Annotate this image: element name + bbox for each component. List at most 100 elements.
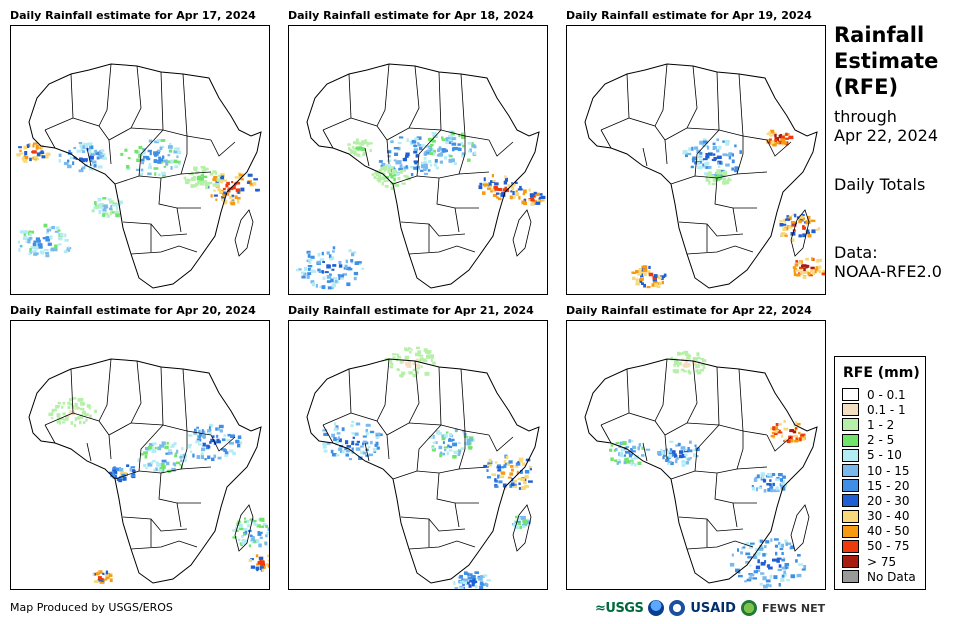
rain-cell: [84, 145, 88, 148]
rain-cell: [165, 452, 170, 455]
rain-cell: [99, 577, 104, 581]
rain-cell: [265, 563, 268, 567]
rain-cell: [798, 261, 802, 265]
rain-cell: [503, 460, 507, 463]
country-border: [130, 422, 212, 436]
rain-cell: [775, 478, 780, 481]
rain-cell: [685, 153, 688, 158]
rain-cell: [35, 157, 39, 161]
rain-cell: [805, 257, 809, 261]
rain-cell: [168, 142, 172, 147]
rain-cell: [132, 470, 136, 474]
rain-cell: [166, 441, 169, 445]
rain-cell: [127, 157, 131, 160]
rain-cell: [229, 441, 234, 445]
rain-cell: [615, 448, 618, 451]
rain-cell: [390, 172, 394, 176]
rain-cell: [46, 231, 49, 235]
country-border: [654, 358, 668, 422]
rain-cell: [118, 478, 122, 483]
rain-cell: [745, 552, 751, 556]
rain-cell: [699, 368, 704, 372]
rain-cell: [680, 446, 686, 450]
rain-cell: [33, 242, 37, 247]
rain-cell: [428, 435, 434, 439]
rain-cell: [695, 369, 699, 373]
rain-cell: [109, 200, 114, 204]
rain-cell: [68, 149, 71, 153]
madagascar-outline: [790, 209, 810, 257]
rain-cell: [704, 172, 709, 175]
rain-cell: [356, 153, 361, 157]
rain-cell: [461, 135, 466, 139]
rain-cell: [773, 432, 778, 436]
rain-cell: [770, 129, 775, 134]
rain-cell: [94, 409, 97, 414]
rain-cell: [224, 451, 229, 455]
rain-cell: [471, 581, 476, 584]
rain-cell: [317, 268, 321, 272]
rain-cell: [431, 132, 437, 135]
rain-cell: [183, 458, 187, 462]
legend-swatch: [842, 479, 859, 493]
rain-cell: [351, 420, 355, 423]
rain-cell: [788, 135, 794, 140]
rain-cell: [495, 192, 500, 195]
rain-cell: [205, 167, 209, 171]
rain-cell: [692, 156, 696, 161]
rain-cell: [532, 194, 536, 198]
rain-cell: [494, 485, 499, 488]
rain-cell: [157, 446, 162, 451]
rain-cell: [212, 435, 215, 438]
country-border: [122, 516, 188, 532]
seal-logo-icon: [669, 600, 686, 616]
rain-cell: [801, 264, 804, 267]
rain-cell: [186, 178, 191, 183]
rain-cell: [132, 472, 135, 475]
rain-cell: [781, 223, 787, 226]
rain-cell: [630, 448, 633, 451]
rain-cell: [445, 431, 449, 434]
rain-cell: [763, 489, 767, 493]
rain-cell: [350, 259, 354, 263]
rain-cell: [354, 432, 359, 436]
rain-cell: [457, 450, 461, 454]
rain-cell: [714, 175, 718, 179]
rain-cell: [261, 568, 265, 572]
rain-cell: [408, 360, 412, 364]
rain-cell: [461, 132, 464, 136]
rain-cell: [340, 274, 345, 278]
rain-cell: [170, 166, 173, 170]
rain-cell: [257, 531, 260, 535]
country-border: [160, 71, 164, 131]
rain-cell: [159, 463, 165, 467]
rain-cell: [57, 236, 63, 241]
rain-cell: [448, 134, 453, 138]
rain-cell: [512, 485, 518, 489]
rain-cell: [247, 173, 253, 177]
rain-cell: [265, 534, 268, 538]
country-border: [642, 147, 648, 167]
rain-cell: [463, 578, 469, 582]
country-border: [458, 431, 466, 470]
madagascar-outline: [512, 209, 532, 257]
rain-cell: [352, 141, 357, 145]
rain-cell: [165, 461, 170, 466]
rain-cell: [424, 371, 430, 376]
rain-cell: [737, 548, 739, 552]
rain-cell: [638, 268, 641, 271]
rain-cell: [179, 456, 183, 459]
rain-cell: [432, 446, 435, 450]
rain-cell: [362, 442, 365, 446]
rainfall-map-apr-19: [566, 25, 826, 295]
rain-cell: [141, 152, 146, 155]
rain-cell: [519, 525, 522, 530]
country-border: [664, 434, 668, 460]
rain-cell: [105, 576, 108, 581]
rain-cell: [662, 454, 666, 457]
rain-cell: [457, 453, 461, 456]
rain-cell: [427, 160, 432, 164]
rain-cell: [415, 358, 419, 363]
rain-cell: [425, 150, 430, 153]
